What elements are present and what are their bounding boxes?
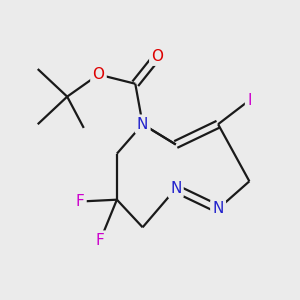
Text: F: F <box>96 233 105 248</box>
Text: O: O <box>92 67 104 82</box>
Text: I: I <box>247 93 252 108</box>
Text: F: F <box>76 194 84 209</box>
Text: N: N <box>137 117 148 132</box>
Text: N: N <box>170 181 182 196</box>
Text: O: O <box>152 49 164 64</box>
Text: N: N <box>212 201 224 216</box>
